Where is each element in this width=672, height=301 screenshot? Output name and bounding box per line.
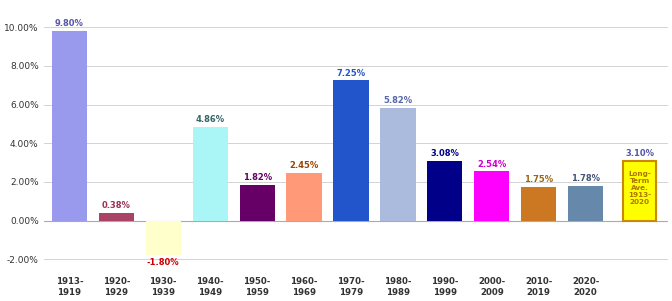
Text: 2.54%: 2.54% — [477, 160, 507, 169]
Bar — [286, 173, 322, 221]
Bar — [623, 161, 657, 221]
Text: 4.86%: 4.86% — [196, 115, 224, 124]
Bar — [193, 127, 228, 221]
Bar — [474, 172, 509, 221]
Text: 1.78%: 1.78% — [571, 174, 600, 183]
Bar — [146, 221, 181, 255]
Bar — [521, 187, 556, 221]
Text: 1.82%: 1.82% — [243, 173, 271, 182]
Text: 5.82%: 5.82% — [383, 96, 413, 105]
Bar — [568, 186, 603, 221]
Bar — [380, 108, 415, 221]
Text: 2.45%: 2.45% — [290, 161, 319, 170]
Text: 7.25%: 7.25% — [337, 69, 366, 78]
Bar — [52, 31, 87, 221]
Bar — [239, 185, 275, 221]
Text: -1.80%: -1.80% — [147, 258, 179, 267]
Text: 3.10%: 3.10% — [625, 149, 654, 158]
Text: 3.08%: 3.08% — [431, 149, 459, 158]
Bar — [427, 161, 462, 221]
Text: 0.38%: 0.38% — [102, 201, 131, 210]
Bar — [333, 80, 368, 221]
Text: 9.80%: 9.80% — [55, 19, 84, 28]
Text: Long-
Term
Ave.
1913-
2020: Long- Term Ave. 1913- 2020 — [628, 171, 651, 205]
Bar — [99, 213, 134, 221]
Text: 1.75%: 1.75% — [524, 175, 553, 184]
